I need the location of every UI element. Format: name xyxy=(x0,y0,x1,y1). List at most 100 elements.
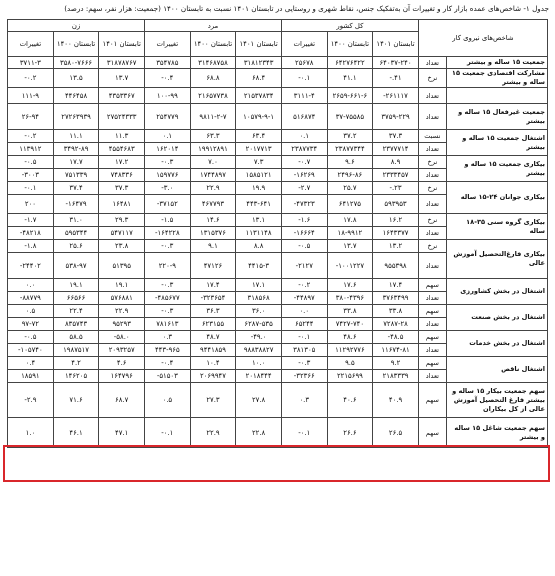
row-label: جمعیت ۱۵ ساله و بیشتر xyxy=(445,56,549,69)
data-cell: ۱۶۲۰۱۴ xyxy=(144,142,191,156)
data-cell: ۰.۴- xyxy=(144,356,191,370)
row-measure-type: سهم xyxy=(417,278,447,292)
data-cell: ۳۷-۷۵۵۸۵ xyxy=(326,103,374,130)
table-row: جمعیت ۱۵ ساله و بیشتر تعداد ۶۴۰۳۷-۲۴۰ ۶۴۲۷۶… xyxy=(7,56,549,69)
data-cell: ۳.۰- xyxy=(144,181,191,195)
data-cell: ۲۲.۹ xyxy=(189,417,237,448)
data-cell: ۲۳۸۷۷۳۴۴ xyxy=(326,142,374,156)
column-header: تابستان ۱۴۰۱ xyxy=(235,31,282,57)
data-cell: ۴۶.۱ xyxy=(52,417,100,448)
data-cell: ۳۱۸۷۸۷۶۷ xyxy=(98,56,146,69)
data-cell: ۱۶.۲ xyxy=(372,213,419,227)
data-cell: ۲۰۹۳۲۵۷ xyxy=(98,343,146,357)
data-cell: ۳۳.۸ xyxy=(326,304,374,318)
row-label: اشتغال در بخش کشاورزی xyxy=(445,278,549,305)
data-cell: ۰.۰ xyxy=(280,304,328,318)
row-label: اشتغال ناقص xyxy=(445,356,549,383)
row-label: جمعیت غیرفعال ۱۵ ساله و بیشتر xyxy=(445,103,549,130)
table-row: اشتغال در بخش کشاورزی سهم ۱۷.۴ ۱۷.۶ ۰.۲- ۱۷.۱… xyxy=(7,278,549,305)
data-cell: ۱۷.۴ xyxy=(189,278,237,292)
data-cell: ۴۸.۷ xyxy=(189,330,237,344)
data-cell: ۱۶۴۷۹- xyxy=(52,194,100,214)
data-cell: ۴۰.۶ xyxy=(326,382,374,418)
data-cell: ۷۸۱۶۱۳ xyxy=(144,317,191,331)
row-measure-type: تعداد xyxy=(417,226,447,240)
data-cell: ۲۶.۶ xyxy=(326,417,374,448)
row-measure-type: نرخ xyxy=(417,68,447,88)
data-cell: ۶۸.۴ xyxy=(235,68,282,88)
data-cell: ۱۹۹۱۲۸۹۱ xyxy=(189,142,237,156)
row-label: اشتغال جمعیت ۱۵ ساله و بیشتر xyxy=(445,129,549,156)
data-cell: ۲۲.۹ xyxy=(98,304,146,318)
data-cell: ۰.۳- xyxy=(144,278,191,292)
data-cell: ۳۶.۰ xyxy=(235,304,282,318)
data-cell: ۳۴۹۲-۸۹ xyxy=(52,142,100,156)
data-cell: ۴۸۲۱۸- xyxy=(7,226,54,240)
data-cell: ۱۰.۴ xyxy=(189,356,237,370)
data-cell: ۳۸۱۳۰۵ xyxy=(280,343,328,357)
data-cell: ۴۱.- xyxy=(372,68,419,88)
data-cell: ۷۴۸۳۳۶ xyxy=(98,168,146,182)
row-measure-type: سهم xyxy=(417,382,447,418)
data-cell: ۲۳۷۷۷۱۴ xyxy=(372,142,419,156)
data-cell: ۲۷.۸ xyxy=(235,382,282,418)
data-cell: ۴۴۶۴۵۸ xyxy=(52,87,100,104)
row-label: اشتغال در بخش صنعت xyxy=(445,304,549,331)
data-cell: ۱۱۳۹۱۲ xyxy=(7,142,54,156)
data-cell: ۱۷.۶ xyxy=(326,278,374,292)
row-measure-type: تعداد xyxy=(417,103,447,130)
labor-force-table: شاخص‌های نیروی کار کل کشور مرد زن تابستا… xyxy=(6,19,549,448)
data-cell: ۹۸۱۱-۲-۷ xyxy=(189,103,237,130)
data-cell: ۱۴۶۲۰۵ xyxy=(52,369,100,383)
data-cell: ۱.۶- xyxy=(280,213,328,227)
table-row: مشارکت اقتصادی جمعیت ۱۵ ساله و بیشتر نرخ ۴… xyxy=(7,68,549,88)
data-cell: ۲۰۱۷۷۱۳ xyxy=(235,142,282,156)
table-row: اشتغال ناقص سهم ۹.۲ ۹.۵ ۰.۳- ۱۰.۰ ۱۰.۴ ۰.۴- ۴.۶ ۴… xyxy=(7,356,549,383)
data-cell: ۱۵۹۷۷۶ xyxy=(144,168,191,182)
data-cell: ۱۸۵۹۱ xyxy=(7,369,54,383)
data-cell: ۳۷.۳ xyxy=(372,129,419,143)
data-cell: ۱۱.۱ xyxy=(52,129,100,143)
row-measure-type: تعداد xyxy=(417,369,447,383)
data-cell: ۳۶.۳ xyxy=(189,304,237,318)
data-cell: ۲۶۵۹-۶۶۱-۶ xyxy=(326,87,374,104)
data-cell: ۹.۶ xyxy=(326,155,374,169)
table-row: تعداد ۲۱۸۳۳۳۹ ۲۲۱۵۶۹۹ ۳۲۳۶۶- ۲۰۱۸۴۴۴ ۲۰۶۹۹۴۷ ۵… xyxy=(7,369,548,383)
table-row: سهم جمعیت شاغل ۱۵ ساله و بیشتر سهم ۲۶.۵ ۲۶.… xyxy=(7,417,549,448)
data-cell: ۱۷.۱ xyxy=(235,278,282,292)
data-cell: ۷۵۱۳۳۹ xyxy=(52,168,100,182)
data-cell: ۳۳.۸ xyxy=(372,304,419,318)
table-row: جمعیت غیرفعال ۱۵ ساله و بیشتر تعداد ۳۷۵۹-۲… xyxy=(7,103,549,130)
data-cell: ۱۰۰۱۲۲۷- xyxy=(326,252,374,279)
data-cell: ۱.۰ xyxy=(7,417,54,448)
data-cell: ۱۷.۲ xyxy=(98,155,146,169)
data-cell: ۳۸۰-۴۳۹۶ xyxy=(326,291,374,305)
data-cell: ۹.۱ xyxy=(189,239,237,253)
row-label: بیکاری جمعیت ۱۵ ساله و بیشتر xyxy=(445,155,549,182)
data-cell: ۲۱۸۳۳۳۹ xyxy=(372,369,419,383)
data-cell: ۶۴۲۷۶۴۲۲ xyxy=(326,56,374,69)
data-cell: ۱۱۶۷۴-۸۱ xyxy=(372,343,419,357)
data-cell: ۵۱۶۸۷۴ xyxy=(280,103,328,130)
data-cell: ۴۴۳-۶۴۱ xyxy=(235,194,282,214)
data-cell: ۲۴۴۰۲- xyxy=(7,252,54,279)
data-cell: ۲۳۳۳۴۵۷ xyxy=(372,168,419,182)
data-cell: ۰.۱ xyxy=(280,129,328,143)
group-header-male: مرد xyxy=(144,19,282,32)
data-cell: ۱۷.۴ xyxy=(372,278,419,292)
data-cell: ۱۸-۹۹۱۲ xyxy=(326,226,374,240)
column-header: تابستان ۱۴۰۱ xyxy=(98,31,146,57)
data-cell: ۶۶۵۶۶ xyxy=(52,291,100,305)
data-cell: ۰.۰ xyxy=(7,278,54,292)
data-cell: ۴۹.۰- xyxy=(235,330,282,344)
row-label: اشتغال در بخش خدمات xyxy=(445,330,549,357)
data-cell: ۶۴۰۳۷-۲۴۰ xyxy=(372,56,419,69)
data-cell: ۵۸.۰- xyxy=(98,330,146,344)
data-cell: ۱۱.۳ xyxy=(98,129,146,143)
data-cell: ۲۲۰-۹ xyxy=(144,252,191,279)
data-cell: ۳۵۴۷۸۵ xyxy=(144,56,191,69)
row-measure-type: نرخ xyxy=(417,181,447,195)
data-cell: ۳۷۱۱-۳ xyxy=(7,56,54,69)
data-cell: ۲۵.۶ xyxy=(52,239,100,253)
row-measure-type: سهم xyxy=(417,330,447,344)
